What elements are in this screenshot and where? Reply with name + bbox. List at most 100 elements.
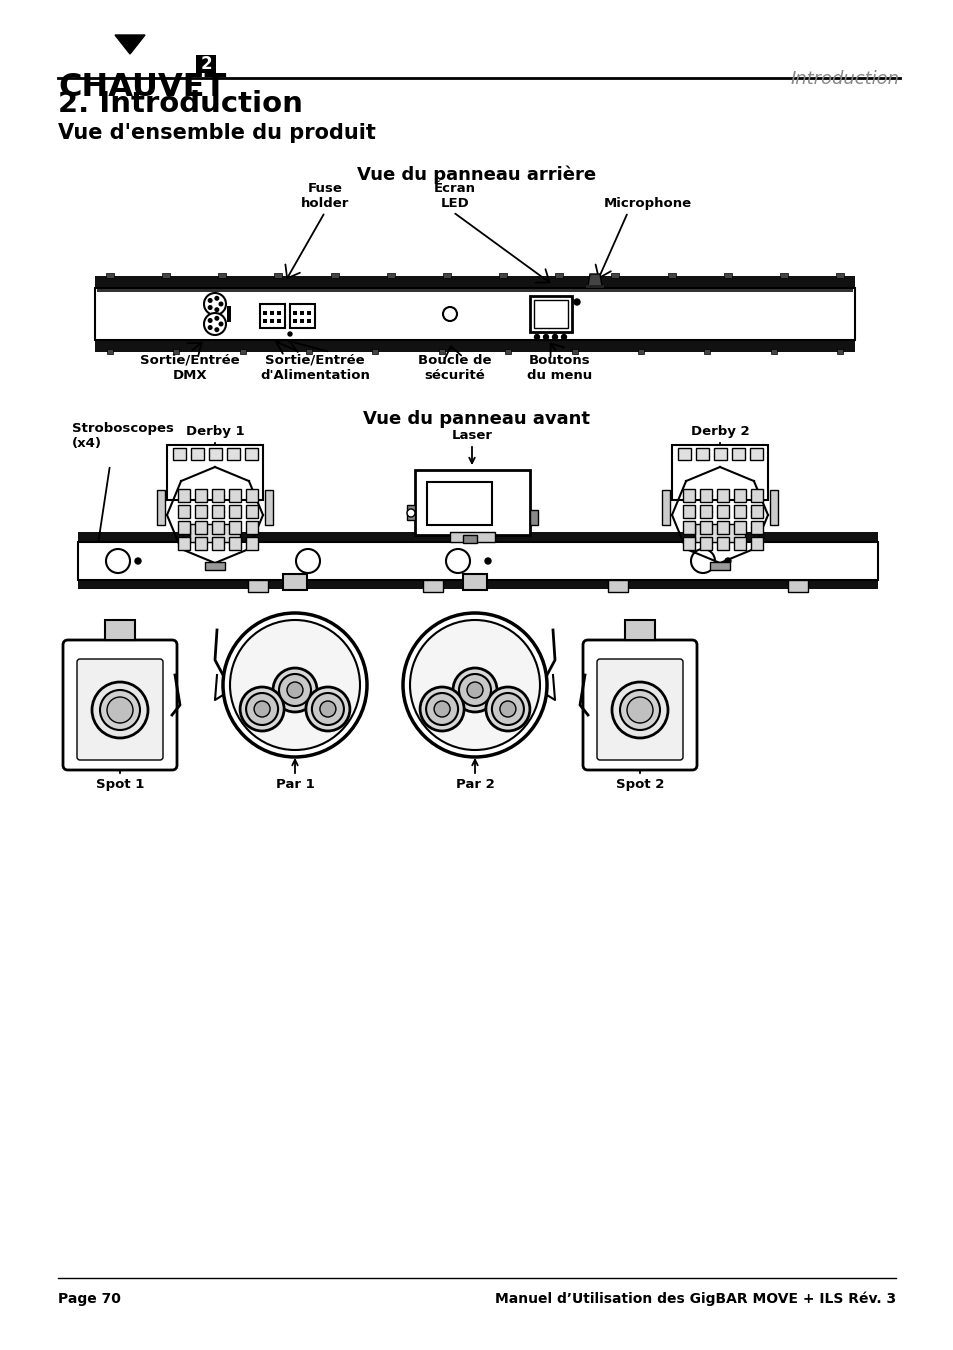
- Circle shape: [208, 305, 212, 309]
- Circle shape: [278, 674, 311, 706]
- Bar: [190, 524, 240, 541]
- Bar: [731, 448, 744, 460]
- Text: Sortie/Entrée
DMX: Sortie/Entrée DMX: [140, 354, 239, 382]
- Bar: [700, 489, 711, 502]
- Circle shape: [499, 701, 516, 717]
- Text: Vue d'ensemble du produit: Vue d'ensemble du produit: [58, 123, 375, 143]
- Bar: [178, 505, 190, 518]
- Bar: [293, 319, 296, 323]
- Bar: [212, 489, 224, 502]
- Bar: [717, 505, 728, 518]
- Circle shape: [552, 335, 557, 339]
- Bar: [386, 273, 395, 278]
- Text: Introduction: Introduction: [790, 70, 899, 88]
- Bar: [750, 521, 762, 535]
- Text: Fuse
holder: Fuse holder: [300, 182, 349, 211]
- Bar: [167, 446, 263, 500]
- Circle shape: [214, 316, 218, 320]
- Bar: [415, 470, 530, 535]
- Bar: [270, 310, 274, 315]
- FancyBboxPatch shape: [597, 659, 682, 760]
- Bar: [700, 537, 711, 549]
- Bar: [78, 579, 877, 589]
- Bar: [534, 300, 567, 328]
- Text: Écran
LED: Écran LED: [434, 182, 476, 211]
- FancyBboxPatch shape: [582, 640, 697, 770]
- Circle shape: [690, 549, 714, 572]
- Circle shape: [91, 682, 148, 738]
- Bar: [157, 490, 165, 525]
- Text: Vue du panneau avant: Vue du panneau avant: [363, 410, 590, 428]
- Bar: [194, 521, 207, 535]
- Circle shape: [287, 682, 303, 698]
- Bar: [263, 319, 267, 323]
- Bar: [770, 350, 776, 354]
- Bar: [260, 304, 285, 328]
- Bar: [438, 350, 444, 354]
- Bar: [194, 537, 207, 549]
- Text: Microphone: Microphone: [603, 197, 691, 211]
- Bar: [270, 319, 274, 323]
- Bar: [299, 319, 304, 323]
- Bar: [407, 505, 415, 520]
- Bar: [700, 521, 711, 535]
- Bar: [107, 350, 112, 354]
- Bar: [191, 448, 204, 460]
- Circle shape: [402, 613, 546, 757]
- Text: 2: 2: [200, 55, 212, 73]
- Bar: [162, 273, 170, 278]
- Circle shape: [543, 335, 548, 339]
- Bar: [229, 537, 241, 549]
- Bar: [624, 620, 655, 640]
- Circle shape: [426, 693, 457, 725]
- Circle shape: [230, 620, 359, 751]
- Bar: [442, 273, 451, 278]
- Text: Manuel d’Utilisation des GigBAR MOVE + ILS Rév. 3: Manuel d’Utilisation des GigBAR MOVE + I…: [495, 1292, 895, 1307]
- Bar: [105, 620, 135, 640]
- Bar: [450, 532, 495, 541]
- Text: Derby 2: Derby 2: [690, 425, 748, 437]
- Circle shape: [467, 682, 482, 698]
- Bar: [194, 505, 207, 518]
- Bar: [682, 521, 695, 535]
- Bar: [750, 505, 762, 518]
- Circle shape: [219, 323, 223, 325]
- Bar: [422, 580, 442, 593]
- FancyBboxPatch shape: [63, 640, 177, 770]
- Bar: [194, 489, 207, 502]
- Bar: [723, 273, 731, 278]
- Bar: [306, 350, 312, 354]
- Text: CHAUVET: CHAUVET: [58, 72, 226, 103]
- Bar: [218, 273, 226, 278]
- Bar: [212, 505, 224, 518]
- Circle shape: [442, 306, 456, 321]
- Text: Derby 1: Derby 1: [186, 425, 244, 437]
- Bar: [246, 505, 257, 518]
- Bar: [667, 273, 675, 278]
- Text: 2. Introduction: 2. Introduction: [58, 90, 302, 117]
- Bar: [607, 580, 627, 593]
- Bar: [205, 562, 225, 570]
- Bar: [307, 319, 311, 323]
- Bar: [274, 273, 282, 278]
- Bar: [97, 289, 852, 292]
- Bar: [462, 535, 476, 543]
- Bar: [671, 446, 767, 500]
- Bar: [678, 448, 690, 460]
- Bar: [276, 319, 281, 323]
- Text: Par 2: Par 2: [456, 778, 494, 791]
- Circle shape: [453, 668, 497, 711]
- Text: Stroboscopes
(x4): Stroboscopes (x4): [71, 423, 173, 450]
- Circle shape: [458, 674, 491, 706]
- Circle shape: [106, 549, 130, 572]
- Bar: [505, 350, 511, 354]
- Circle shape: [295, 549, 319, 572]
- Circle shape: [434, 701, 450, 717]
- Bar: [733, 521, 745, 535]
- Bar: [106, 273, 113, 278]
- Circle shape: [626, 697, 652, 724]
- Bar: [227, 448, 240, 460]
- Bar: [733, 537, 745, 549]
- Circle shape: [273, 668, 316, 711]
- Bar: [717, 489, 728, 502]
